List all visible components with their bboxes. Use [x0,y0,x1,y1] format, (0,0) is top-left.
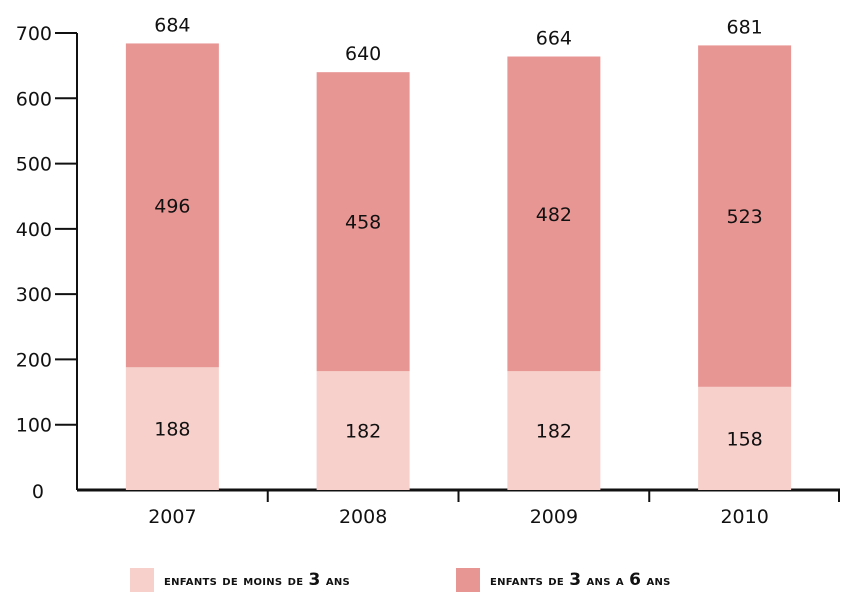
data-labels: 188 496 684 182 458 640 182 482 664 158 523 681 [154,14,763,450]
bar-value-label: 182 [345,421,381,443]
bar-value-label: 458 [345,212,381,234]
bar-value-label: 188 [154,419,190,441]
bar-value-label: 496 [154,195,190,217]
legend-item-3-to-6: enfants de 3 ans a 6 ans [456,568,671,592]
x-tick-label: 2008 [339,506,387,528]
y-tick-label: 300 [16,284,52,306]
x-tick-label: 2009 [530,506,578,528]
legend-label-number: 3 [309,570,321,590]
y-tick-label: 700 [16,23,52,45]
bar-value-label: 158 [726,428,762,450]
bar-total-label: 684 [154,14,190,36]
bar-value-label: 523 [726,206,762,228]
y-tick-label: 500 [16,154,52,176]
legend-item-under-3: enfants de moins de 3 ans [130,568,350,592]
legend-label-text: enfants de [490,573,569,589]
legend-label-text: ans [641,573,670,589]
legend-label-text: ans a [581,573,629,589]
legend: enfants de moins de 3 ans enfants de 3 a… [0,568,845,592]
bar-total-label: 681 [726,16,762,38]
legend-label-under-3: enfants de moins de 3 ans [164,570,350,590]
x-tick-label: 2010 [720,506,768,528]
bar-total-label: 664 [536,28,572,50]
bar-value-label: 182 [536,421,572,443]
y-tick-label: 100 [16,415,52,437]
y-tick-label: 200 [16,349,52,371]
y-tick-label: 600 [16,88,52,110]
legend-swatch-under-3 [130,568,154,592]
legend-label-text: ans [321,573,350,589]
legend-label-number: 3 [569,570,581,590]
legend-label-number: 6 [629,570,641,590]
legend-swatch-3-to-6 [456,568,480,592]
legend-label-text: enfants de moins de [164,573,309,589]
y-tick-label: 400 [16,219,52,241]
y-tick-label: 0 [32,481,44,503]
x-tick-label: 2007 [148,506,196,528]
bars [126,43,791,490]
bar-value-label: 482 [536,204,572,226]
legend-label-3-to-6: enfants de 3 ans a 6 ans [490,570,671,590]
bar-total-label: 640 [345,43,381,65]
